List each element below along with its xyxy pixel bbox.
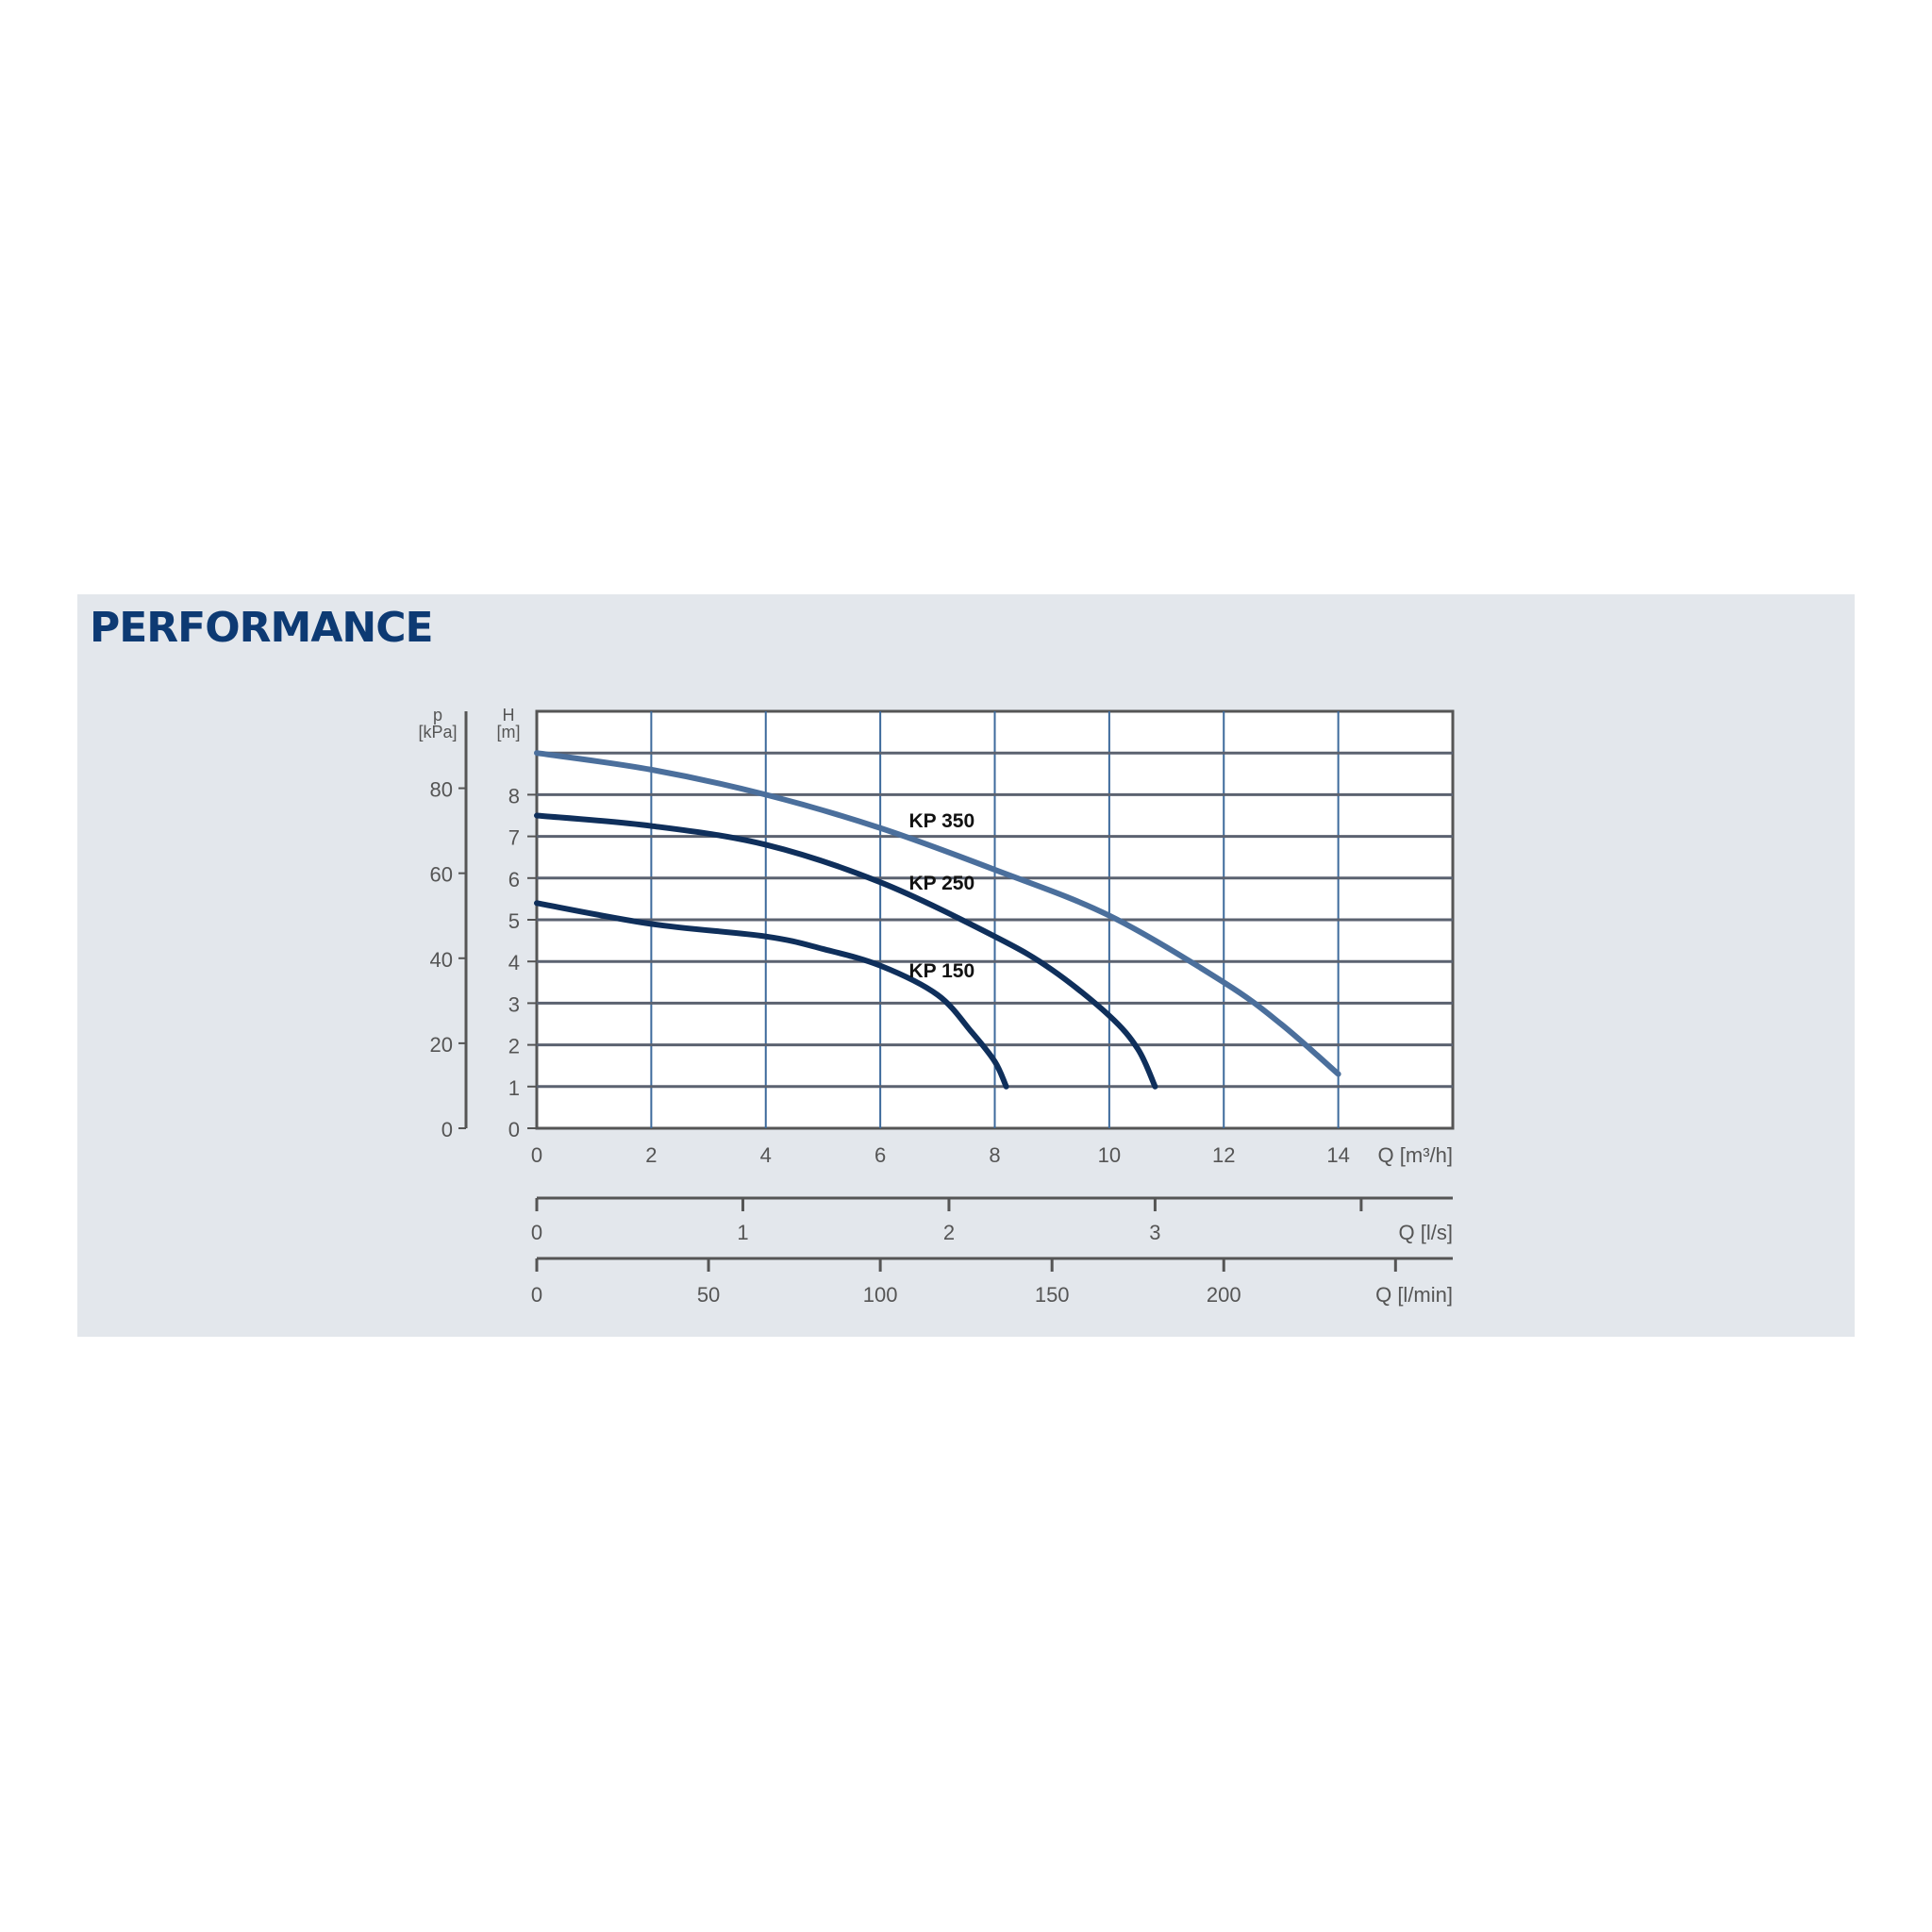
x-tick-label: 8 bbox=[989, 1143, 1000, 1167]
y-tick-label: 7 bbox=[508, 826, 520, 850]
y-tick-label: 3 bbox=[508, 992, 520, 1016]
x-tick-label: 12 bbox=[1212, 1143, 1235, 1167]
series-label: KP 250 bbox=[908, 873, 974, 894]
secondary-x-tick-label: 0 bbox=[531, 1221, 542, 1244]
x-tick-label: 0 bbox=[531, 1143, 542, 1167]
x-tick-label: 4 bbox=[760, 1143, 772, 1167]
x-tick-label: 6 bbox=[874, 1143, 886, 1167]
series-line-kp-150 bbox=[534, 900, 1009, 1090]
p-tick-label: 40 bbox=[430, 948, 453, 972]
x-axis-label: Q [m³/h] bbox=[1378, 1143, 1453, 1167]
secondary-x-axis-label: Q [l/s] bbox=[1399, 1221, 1453, 1244]
p-tick-label: 80 bbox=[430, 778, 453, 802]
x-tick-label: 14 bbox=[1326, 1143, 1349, 1167]
secondary-x-tick-label: 50 bbox=[697, 1283, 720, 1307]
y-tick-label: 0 bbox=[508, 1118, 520, 1141]
secondary-x-tick-label: 1 bbox=[737, 1221, 748, 1244]
x-tick-label: 2 bbox=[645, 1143, 657, 1167]
series-label: KP 350 bbox=[908, 810, 974, 832]
secondary-x-tick-label: 150 bbox=[1035, 1283, 1070, 1307]
series-label: KP 150 bbox=[908, 960, 974, 982]
series-line-kp-250 bbox=[534, 812, 1158, 1090]
section-title: PERFORMANCE bbox=[90, 604, 434, 652]
y-tick-label: 8 bbox=[508, 784, 520, 808]
secondary-x-tick-label: 2 bbox=[943, 1221, 955, 1244]
y-tick-label: 2 bbox=[508, 1035, 520, 1058]
p-tick-label: 20 bbox=[430, 1033, 453, 1057]
secondary-x-tick-label: 0 bbox=[531, 1283, 542, 1307]
p-tick-label: 60 bbox=[430, 863, 453, 887]
secondary-x-tick-label: 100 bbox=[863, 1283, 898, 1307]
y-tick-label: 6 bbox=[508, 868, 520, 891]
p-axis-unit: [kPa] bbox=[418, 723, 457, 741]
p-axis-label: p bbox=[433, 706, 442, 724]
y-tick-label: 1 bbox=[508, 1076, 520, 1100]
y-tick-label: 5 bbox=[508, 909, 520, 933]
p-tick-label: 0 bbox=[441, 1118, 453, 1141]
x-tick-label: 10 bbox=[1098, 1143, 1121, 1167]
series-line-kp-350 bbox=[534, 750, 1341, 1077]
secondary-x-axis-label: Q [l/min] bbox=[1375, 1283, 1453, 1307]
y-axis-label: H bbox=[503, 706, 515, 724]
secondary-x-tick-label: 200 bbox=[1207, 1283, 1241, 1307]
y-axis-unit: [m] bbox=[497, 723, 521, 741]
secondary-x-tick-label: 3 bbox=[1149, 1221, 1160, 1244]
y-tick-label: 4 bbox=[508, 951, 520, 974]
